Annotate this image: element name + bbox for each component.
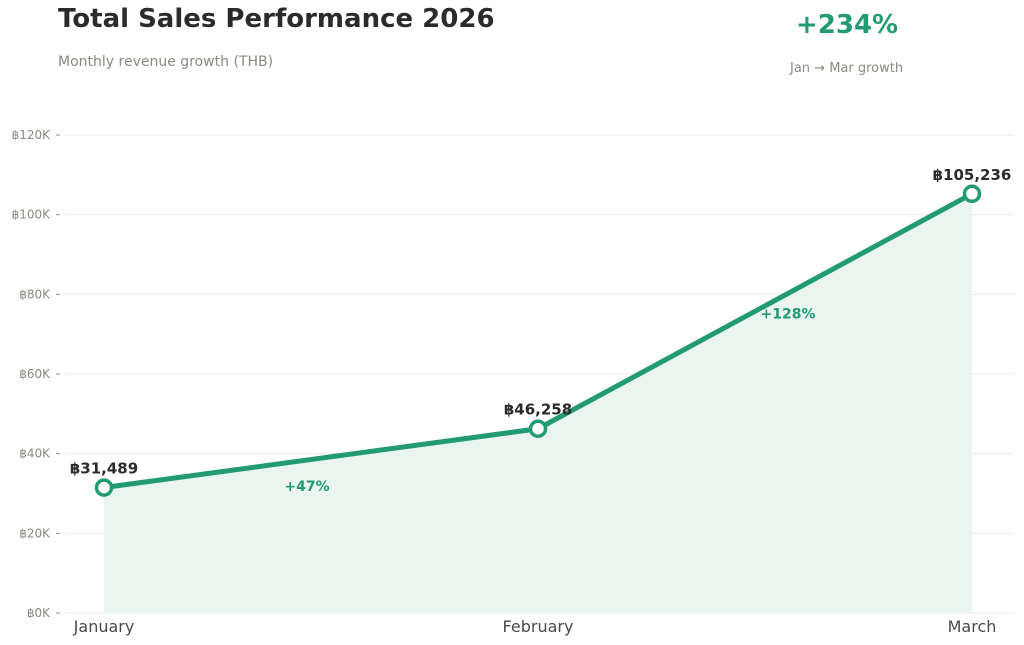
y-tick-label: ฿80K bbox=[19, 287, 51, 301]
x-tick-label: March bbox=[948, 617, 997, 636]
data-label: ฿46,258 bbox=[504, 401, 572, 419]
area-fill bbox=[104, 193, 972, 613]
kpi-growth-label: Jan → Mar growth bbox=[790, 61, 904, 76]
data-point bbox=[962, 184, 982, 204]
data-point bbox=[528, 419, 548, 438]
y-tick-label: ฿20K bbox=[19, 526, 51, 540]
kpi-growth-value: +234% bbox=[796, 10, 899, 40]
x-tick-label: February bbox=[503, 617, 574, 636]
chart-subtitle: Monthly revenue growth (THB) bbox=[58, 54, 274, 70]
data-label: ฿105,236 bbox=[933, 166, 1012, 184]
growth-label: +47% bbox=[284, 479, 329, 495]
data-point bbox=[94, 478, 114, 497]
x-tick-label: January bbox=[73, 617, 135, 636]
chart-title: Total Sales Performance 2026 bbox=[58, 4, 495, 34]
y-tick-label: ฿100K bbox=[12, 208, 52, 222]
y-tick-label: ฿40K bbox=[19, 447, 51, 461]
y-tick-label: ฿0K bbox=[27, 606, 51, 620]
y-tick-label: ฿120K bbox=[12, 128, 52, 142]
data-label: ฿31,489 bbox=[70, 460, 138, 478]
growth-label: +128% bbox=[761, 306, 816, 322]
y-tick-label: ฿60K bbox=[19, 367, 51, 381]
